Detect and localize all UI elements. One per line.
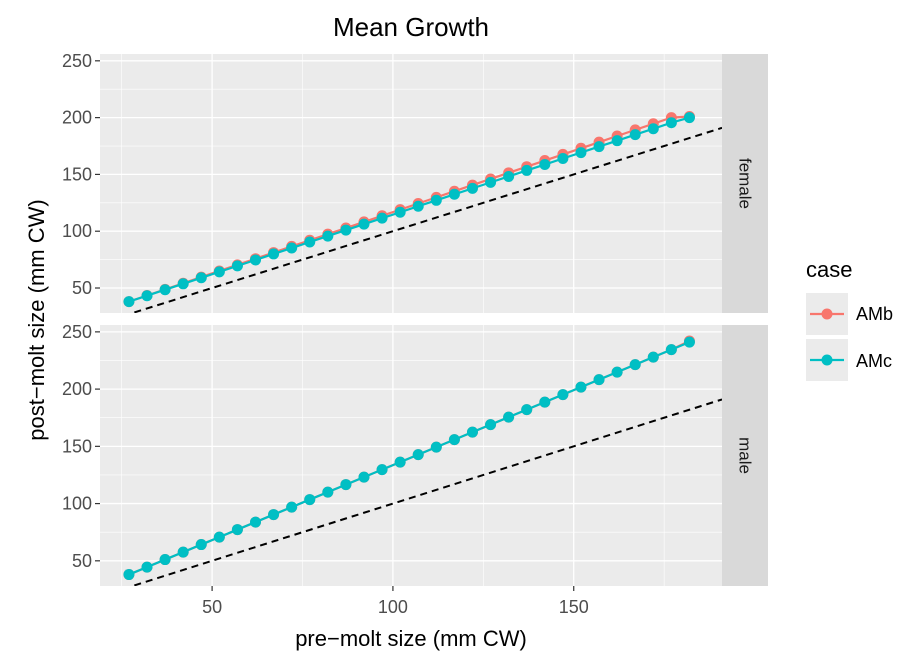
data-point-amc — [213, 266, 225, 278]
data-point-amc — [250, 254, 261, 266]
data-point-amc — [647, 351, 659, 363]
y-axis-title: post−molt size (mm CW) — [24, 199, 49, 440]
data-point-amc — [485, 176, 497, 188]
data-point-amc — [683, 336, 695, 348]
data-point-amc — [412, 449, 424, 461]
data-point-amc — [521, 164, 533, 176]
strip-label-female: female — [736, 158, 755, 209]
data-point-amc — [557, 389, 569, 401]
legend-key-point — [821, 308, 833, 320]
data-point-amc — [376, 212, 388, 224]
data-point-amc — [286, 242, 298, 254]
x-tick-label: 100 — [378, 597, 408, 617]
data-point-amc — [394, 456, 406, 468]
data-point-amc — [286, 501, 298, 513]
data-point-amc — [485, 419, 497, 431]
y-tick-label: 200 — [62, 108, 92, 128]
data-point-amc — [412, 200, 424, 212]
data-point-amc — [466, 182, 478, 194]
data-point-amc — [268, 248, 280, 260]
facet-panel-female: 50 100 150 200 250 female — [62, 51, 768, 313]
data-point-amc — [665, 344, 677, 356]
data-point-amc — [539, 159, 551, 171]
data-point-amc — [159, 284, 171, 296]
data-point-amc — [629, 359, 641, 371]
data-point-amc — [141, 561, 153, 573]
data-point-amc — [430, 194, 442, 206]
data-point-amc — [322, 486, 334, 498]
legend-label-amb: AMb — [856, 304, 893, 324]
y-tick-label: 50 — [72, 278, 92, 298]
data-point-amc — [448, 434, 460, 446]
data-point-amc — [683, 112, 695, 124]
strip-background — [722, 54, 768, 313]
x-tick-label: 150 — [559, 597, 589, 617]
data-point-amc — [575, 147, 587, 159]
data-point-amc — [358, 218, 370, 230]
data-point-amc — [593, 374, 605, 386]
data-point-amc — [448, 188, 460, 200]
y-tick-label: 250 — [62, 322, 92, 342]
reference-line — [129, 126, 722, 313]
data-point-amc — [177, 546, 189, 558]
x-axis-title: pre−molt size (mm CW) — [295, 626, 527, 651]
data-point-amc — [611, 135, 623, 147]
data-point-amc — [611, 366, 623, 378]
panel-background — [100, 54, 722, 313]
legend-key-point — [821, 354, 833, 366]
data-point-amc — [593, 141, 605, 153]
data-point-amc — [123, 296, 135, 308]
data-point-amc — [195, 539, 207, 551]
y-tick-label: 100 — [62, 494, 92, 514]
y-tick-label: 150 — [62, 436, 92, 456]
data-point-amc — [304, 236, 316, 248]
facet-panel-male: 50 100 150 200 250 male — [62, 322, 768, 586]
x-axis: 50 100 150 — [202, 586, 589, 617]
legend-title: case — [806, 257, 852, 282]
data-point-amc — [213, 531, 225, 543]
data-point-amc — [430, 441, 442, 453]
reference-line — [129, 398, 722, 586]
data-point-amc — [575, 381, 587, 393]
legend: case AMb AMc — [806, 257, 893, 381]
y-tick-label: 200 — [62, 379, 92, 399]
strip-background — [722, 325, 768, 586]
y-tick-label: 150 — [62, 164, 92, 184]
legend-item-amb: AMb — [806, 293, 893, 335]
data-point-amc — [322, 230, 334, 242]
y-tick-label: 250 — [62, 51, 92, 71]
legend-item-amc: AMc — [806, 339, 892, 381]
data-point-amc — [304, 494, 316, 506]
data-point-amc — [521, 404, 533, 416]
data-point-amc — [123, 569, 135, 581]
data-point-amc — [231, 524, 243, 536]
data-point-amc — [394, 206, 406, 218]
y-tick-label: 100 — [62, 221, 92, 241]
data-point-amc — [268, 509, 280, 521]
data-point-amc — [665, 117, 677, 129]
chart-title: Mean Growth — [333, 12, 489, 42]
data-point-amc — [159, 554, 171, 566]
data-point-amc — [647, 123, 659, 135]
data-point-amc — [376, 464, 388, 476]
data-point-amc — [141, 290, 153, 302]
data-point-amc — [177, 278, 189, 290]
data-point-amc — [340, 224, 352, 236]
strip-label-male: male — [736, 437, 755, 474]
data-point-amc — [466, 426, 478, 438]
data-point-amc — [503, 170, 515, 182]
data-point-amc — [503, 411, 515, 423]
data-point-amc — [340, 479, 352, 491]
x-tick-label: 50 — [202, 597, 222, 617]
data-point-amc — [557, 153, 569, 165]
data-point-amc — [231, 260, 243, 272]
data-point-amc — [358, 471, 370, 483]
legend-label-amc: AMc — [856, 351, 892, 371]
data-point-amc — [250, 516, 261, 528]
data-point-amc — [629, 129, 641, 141]
data-point-amc — [539, 396, 551, 408]
data-point-amc — [195, 272, 207, 284]
y-tick-label: 50 — [72, 551, 92, 571]
